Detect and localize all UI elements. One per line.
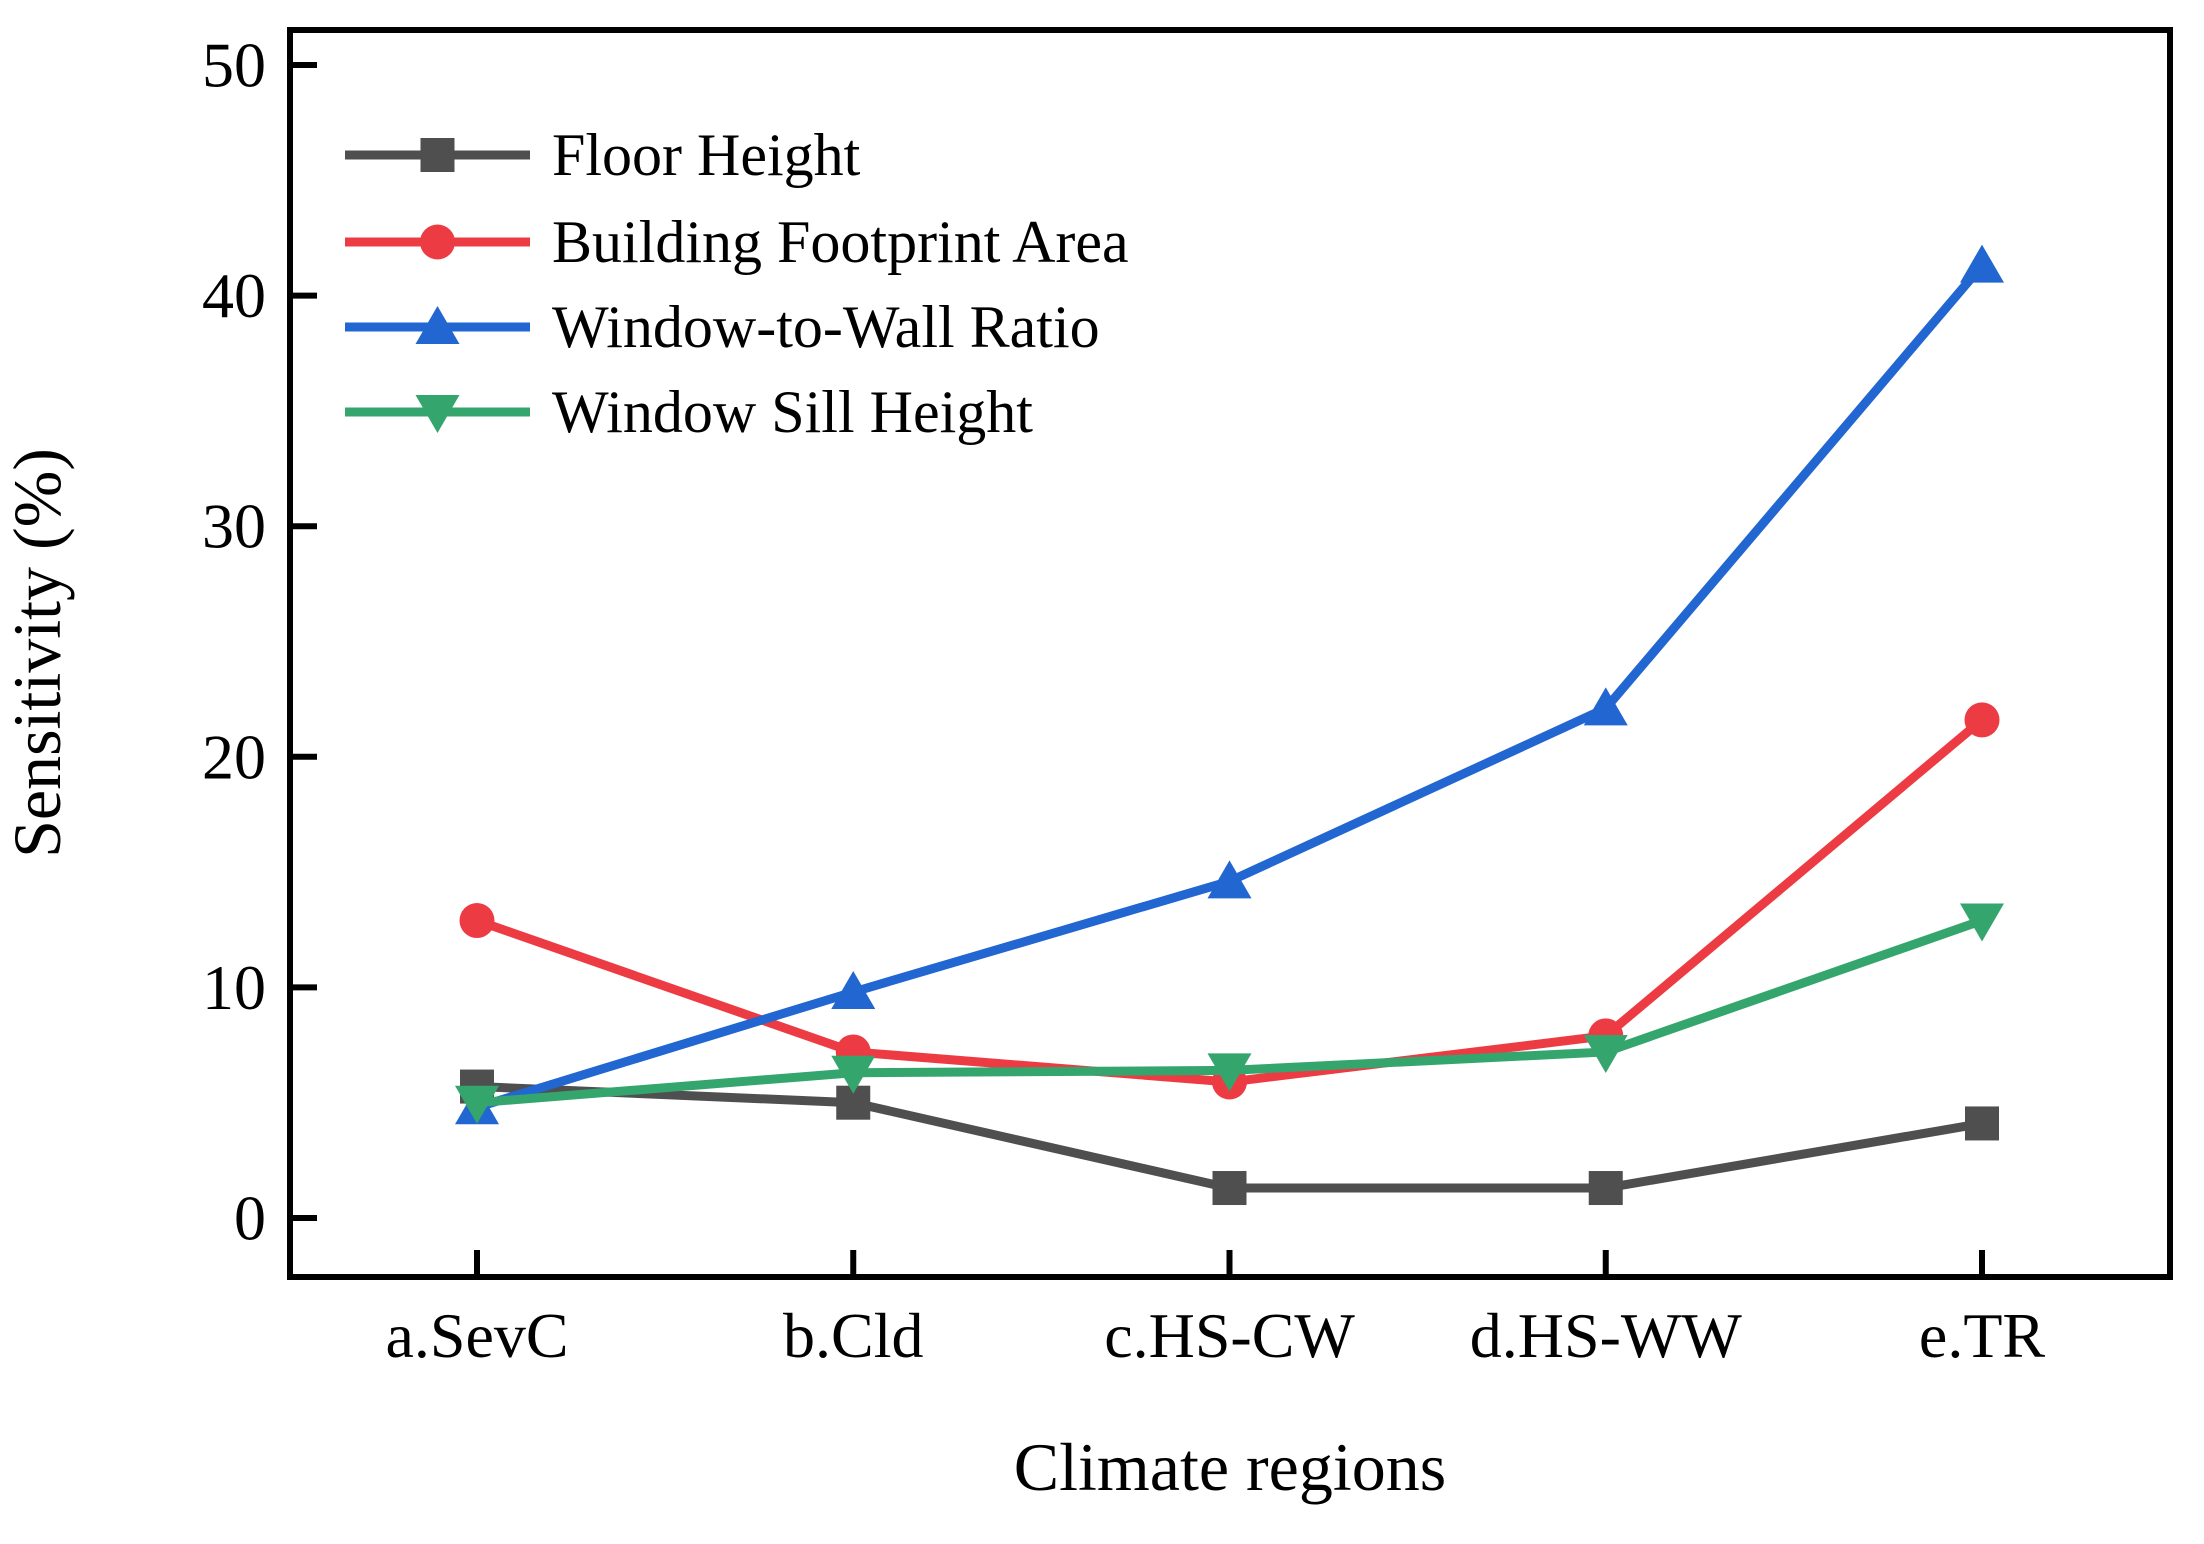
data-point-marker [1960,244,2004,283]
data-point-marker [459,903,495,939]
x-tick-label: e.TR [1919,1300,2046,1371]
data-point-marker [1212,1171,1247,1206]
legend-entry: Window Sill Height [345,379,1033,445]
y-tick-label: 10 [202,952,266,1023]
data-point-marker [1965,1106,1999,1141]
data-point-marker [831,971,876,1010]
legend-label: Window Sill Height [552,379,1033,445]
legend-entry: Floor Height [345,122,861,188]
legend-triangle-up-marker-icon [415,306,460,344]
legend-label: Floor Height [552,122,861,188]
y-axis-title: Sensitivity (%) [0,448,75,858]
legend-square-marker-icon [420,138,455,172]
legend-label: Building Footprint Area [552,209,1129,275]
data-point-marker [1207,1053,1252,1092]
data-point-marker [1583,687,1628,726]
x-axis-title: Climate regions [1014,1429,1446,1505]
x-tick-label: b.Cld [783,1300,923,1371]
legend: Floor Height Building Footprint Area Windo… [345,122,1129,445]
data-point-marker [831,1055,876,1094]
data-point-marker [1964,702,2000,738]
data-point-marker [1207,860,1252,899]
legend-triangle-down-marker-icon [415,395,460,433]
series-window-sill-height [455,903,2004,1124]
data-point-marker [1960,903,2004,942]
legend-label: Window-to-Wall Ratio [552,294,1100,360]
series-group [455,244,2004,1206]
x-tick-label: d.HS-WW [1470,1300,1743,1371]
legend-circle-marker-icon [420,224,455,260]
y-tick-label: 20 [202,721,266,792]
data-point-marker [1588,1171,1623,1206]
legend-entry: Window-to-Wall Ratio [345,294,1100,360]
x-axis-ticks: a.SevC b.Cld c.HS-CW d.HS-WW e.TR [385,1250,2045,1371]
x-tick-label: a.SevC [385,1300,568,1371]
y-axis-ticks: 0 10 20 30 40 50 [202,30,317,1254]
legend-entry: Building Footprint Area [345,209,1129,275]
y-tick-label: 50 [202,30,266,101]
y-tick-label: 0 [234,1183,266,1254]
y-tick-label: 40 [202,260,266,331]
series-line [475,716,1985,1087]
data-point-marker [1583,1034,1628,1073]
data-point-marker [455,1085,499,1124]
x-tick-label: c.HS-CW [1104,1300,1355,1371]
y-tick-label: 30 [202,491,266,562]
